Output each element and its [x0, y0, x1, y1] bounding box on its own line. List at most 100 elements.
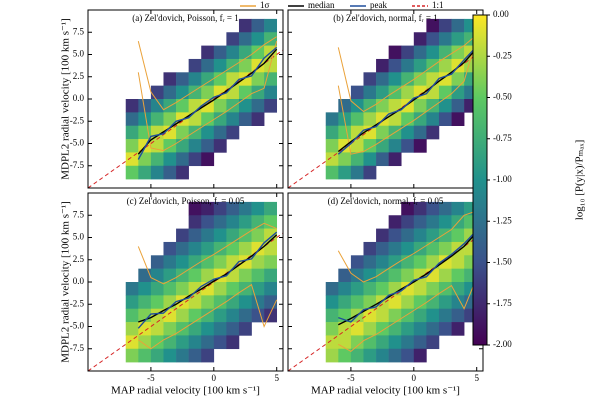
- heatmap-cell: [413, 125, 427, 140]
- heatmap-cell: [163, 255, 177, 269]
- heatmap-cell: [363, 165, 377, 180]
- heatmap-cell: [363, 241, 377, 256]
- heatmap-cell: [338, 152, 352, 167]
- y-tick-label: 7.5: [73, 209, 85, 219]
- heatmap-cell: [264, 85, 278, 100]
- heatmap-cell: [350, 152, 364, 167]
- heatmap-cell: [438, 241, 452, 256]
- heatmap-cell: [426, 228, 440, 243]
- heatmap-cell: [388, 112, 402, 126]
- heatmap-cell: [188, 322, 202, 336]
- x-axis-label: MAP radial velocity [100 km s⁻¹]: [111, 385, 260, 397]
- heatmap-cell: [401, 85, 415, 100]
- panel: [288, 201, 483, 371]
- heatmap-cell: [350, 125, 364, 140]
- heatmap-cell: [325, 152, 339, 167]
- heatmap-cell: [201, 295, 215, 309]
- heatmap-cell: [388, 322, 402, 336]
- heatmap-cell: [251, 308, 265, 323]
- heatmap-cell: [325, 348, 339, 363]
- y-axis-label: MDPL2 radial velocity [100 km s⁻¹]: [60, 201, 72, 363]
- heatmap-cell: [138, 335, 152, 350]
- heatmap-cell: [401, 201, 415, 216]
- heatmap-cell: [350, 335, 364, 350]
- heatmap-cell: [426, 215, 440, 229]
- panel-title: (c) Zel'dovich, Poisson, fᵣ = 0.05: [127, 196, 245, 206]
- heatmap-cell: [264, 241, 278, 256]
- sigma-upper-line: [137, 36, 277, 111]
- heatmap-cell: [325, 322, 339, 336]
- heatmap-cell: [138, 112, 152, 126]
- heatmap-cell: [388, 45, 402, 60]
- heatmap-cell: [251, 282, 265, 296]
- heatmap-cell: [350, 165, 364, 180]
- heatmap-cell: [188, 268, 202, 283]
- heatmap-cell: [188, 335, 202, 350]
- y-tick-label: 2.5: [73, 254, 85, 264]
- heatmap-cell: [350, 348, 364, 363]
- heatmap-cell: [388, 58, 402, 73]
- heatmap-cell: [163, 72, 177, 86]
- heatmap-cell: [350, 322, 364, 336]
- heatmap-cell: [176, 139, 189, 153]
- heatmap-cell: [438, 322, 452, 336]
- panel-title: (b) Zel'dovich, normal, fᵣ = 1: [333, 13, 437, 23]
- heatmap-cell: [376, 308, 389, 323]
- heatmap-cell: [388, 72, 402, 86]
- heatmap-cell: [325, 112, 339, 126]
- heatmap-cell: [238, 241, 252, 256]
- heatmap-cell: [413, 308, 427, 323]
- heatmap-cell: [213, 322, 227, 336]
- heatmap-cell: [325, 139, 339, 153]
- heatmap-cell: [150, 282, 164, 296]
- heatmap-cell: [325, 282, 339, 296]
- heatmap-cell: [451, 255, 465, 269]
- heatmap-cell: [401, 241, 415, 256]
- legend-label: 1:1: [432, 0, 444, 10]
- heatmap-cell: [438, 18, 452, 33]
- heatmap-cell: [213, 45, 227, 60]
- heatmap-cell: [163, 112, 177, 126]
- heatmap-cell: [238, 268, 252, 283]
- heatmap-cell: [226, 282, 240, 296]
- heatmap-cell: [401, 335, 415, 350]
- heatmap-cell: [238, 308, 252, 323]
- heatmap-cell: [226, 215, 240, 229]
- x-axis-label: MAP radial velocity [100 km s⁻¹]: [311, 385, 460, 397]
- heatmap-cell: [238, 112, 252, 126]
- heatmap-cell: [413, 45, 427, 60]
- heatmap-cell: [388, 85, 402, 100]
- heatmap-cell: [264, 282, 278, 296]
- heatmap-cell: [138, 152, 152, 167]
- sigma-upper-line: [337, 34, 478, 113]
- median-line: [138, 234, 278, 323]
- heatmap-cell: [238, 18, 252, 33]
- heatmap-cell: [251, 268, 265, 283]
- heatmap-cell: [213, 72, 227, 86]
- y-tick-label: 7.5: [73, 26, 85, 36]
- heatmap-cell: [226, 241, 240, 256]
- heatmap-cell: [188, 295, 202, 309]
- heatmap-cell: [213, 335, 227, 350]
- heatmap-cell: [426, 282, 440, 296]
- heatmap-cell: [325, 335, 339, 350]
- heatmap-cell: [188, 282, 202, 296]
- heatmap-cell: [188, 72, 202, 86]
- heatmap-cell: [264, 99, 278, 113]
- heatmap-cell: [176, 85, 189, 100]
- heatmap-cell: [238, 228, 252, 243]
- heatmap-cell: [413, 99, 427, 113]
- colorbar-tick-label: -0.50: [493, 92, 512, 102]
- heatmap-cell: [363, 348, 377, 363]
- heatmap-cell: [426, 295, 440, 309]
- heatmap-cell: [376, 335, 389, 350]
- heatmap-cell: [388, 255, 402, 269]
- heatmap-cell: [213, 201, 227, 216]
- heatmap-cell: [363, 282, 377, 296]
- heatmap-cell: [176, 308, 189, 323]
- heatmap-cell: [226, 58, 240, 73]
- heatmap-cell: [451, 85, 465, 100]
- heatmap-cell: [150, 335, 164, 350]
- heatmap-cell: [125, 335, 139, 350]
- y-tick-label: 0.0: [73, 93, 85, 103]
